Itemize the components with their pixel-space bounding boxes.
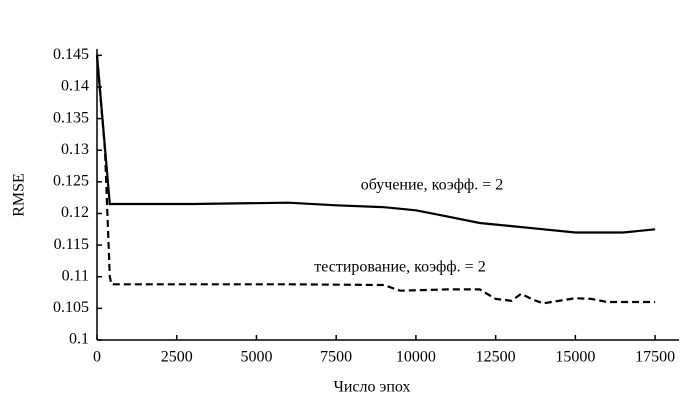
x-axis-label: Число эпох [333, 379, 410, 396]
y-tick-label: 0.14 [61, 78, 89, 95]
y-tick-label: 0.125 [53, 173, 89, 190]
x-tick-label: 17500 [635, 349, 675, 366]
y-tick-label: 0.1 [69, 331, 89, 348]
x-tick-label: 2500 [161, 349, 193, 366]
x-tick-label: 7500 [320, 349, 352, 366]
x-tick-label: 0 [93, 349, 101, 366]
x-tick-label: 15000 [555, 349, 595, 366]
x-tick-label: 12500 [476, 349, 516, 366]
y-tick-label: 0.12 [61, 204, 89, 221]
line [95, 55, 656, 234]
y-tick-label: 0.105 [53, 299, 89, 316]
y-tick-label: 0.13 [61, 141, 89, 158]
annotation: тестирование, коэфф. = 2 [314, 259, 485, 276]
annotation: обучение, коэфф. = 2 [361, 177, 504, 194]
y-tick-label: 0.145 [53, 46, 89, 63]
y-tick-label: 0.115 [54, 236, 89, 253]
x-tick-label: 5000 [240, 349, 272, 366]
y-tick-label: 0.11 [62, 267, 89, 284]
line [95, 55, 656, 305]
x-tick-label: 10000 [396, 349, 436, 366]
y-tick-label: 0.135 [53, 109, 89, 126]
y-axis-label: RMSE [11, 173, 28, 217]
